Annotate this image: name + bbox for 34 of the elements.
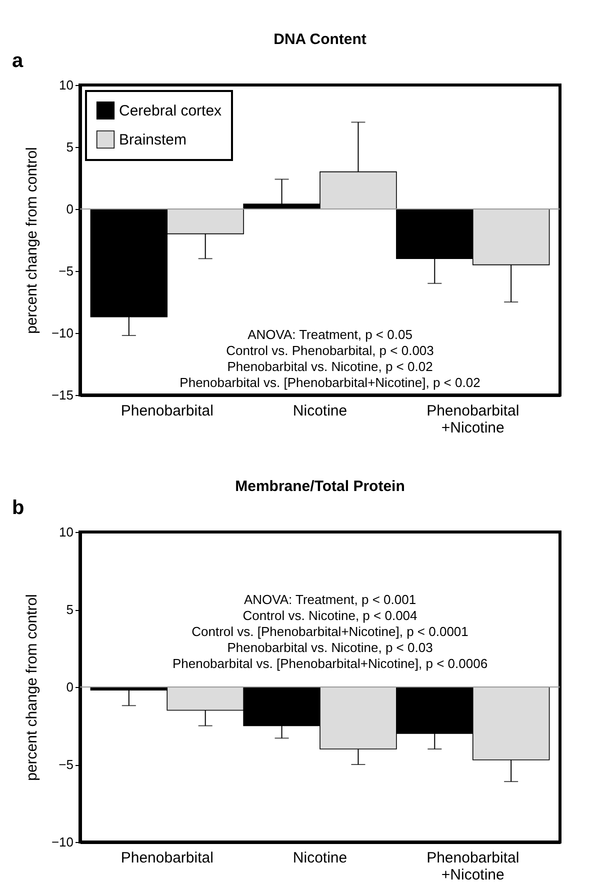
y-tick-label: −15 — [51, 388, 74, 402]
y-tick-label: −10 — [51, 834, 74, 850]
y-tick-label: 0 — [66, 202, 74, 216]
annotation: Phenobarbital vs. [Phenobarbital+Nicotine], p < 0.02 — [180, 375, 480, 390]
x-tick-label: Phenobarbital — [120, 850, 214, 866]
annotation: Phenobarbital vs. Nicotine, p < 0.03 — [227, 640, 433, 655]
y-tick-label: 10 — [59, 524, 74, 540]
annotation: ANOVA: Treatment, p < 0.05 — [248, 327, 412, 342]
annotation: Phenobarbital vs. [Phenobarbital+Nicotine], p < 0.0006 — [172, 656, 488, 671]
y-tick-label: 5 — [66, 602, 74, 617]
y-axis-title: percent change from control — [23, 147, 40, 334]
y-tick-label: −5 — [58, 757, 74, 772]
annotation: Phenobarbital vs. Nicotine, p < 0.02 — [227, 359, 433, 374]
y-axis-title: percent change from control — [23, 594, 40, 781]
y-tick-label: 10 — [59, 78, 74, 92]
chart-title: Membrane/Total Protein — [235, 478, 405, 495]
legend-label: Cerebral cortex — [119, 102, 222, 120]
annotation: Control vs. Nicotine, p < 0.004 — [242, 608, 418, 623]
x-tick-label: Nicotine — [292, 850, 348, 866]
x-tick-label: Phenobarbital +Nicotine — [426, 850, 520, 884]
annotation: Control vs. Phenobarbital, p < 0.003 — [226, 343, 434, 358]
text: b — [12, 497, 24, 519]
y-tick-label: −5 — [58, 264, 74, 278]
x-tick-label: Phenobarbital — [120, 402, 214, 420]
legend-label: Brainstem — [119, 132, 187, 148]
annotation: ANOVA: Treatment, p < 0.001 — [244, 592, 416, 607]
annotation: Control vs. [Phenobarbital+Nicotine], p < 0.0001 — [192, 624, 468, 639]
chart-title: DNA Content — [274, 31, 366, 48]
y-tick-label: 0 — [66, 680, 74, 694]
x-tick-label: Phenobarbital +Nicotine — [426, 402, 520, 436]
y-tick-label: 5 — [66, 140, 74, 154]
y-tick-label: −10 — [51, 326, 74, 340]
text: a — [12, 50, 24, 72]
x-tick-label: Nicotine — [292, 402, 348, 420]
